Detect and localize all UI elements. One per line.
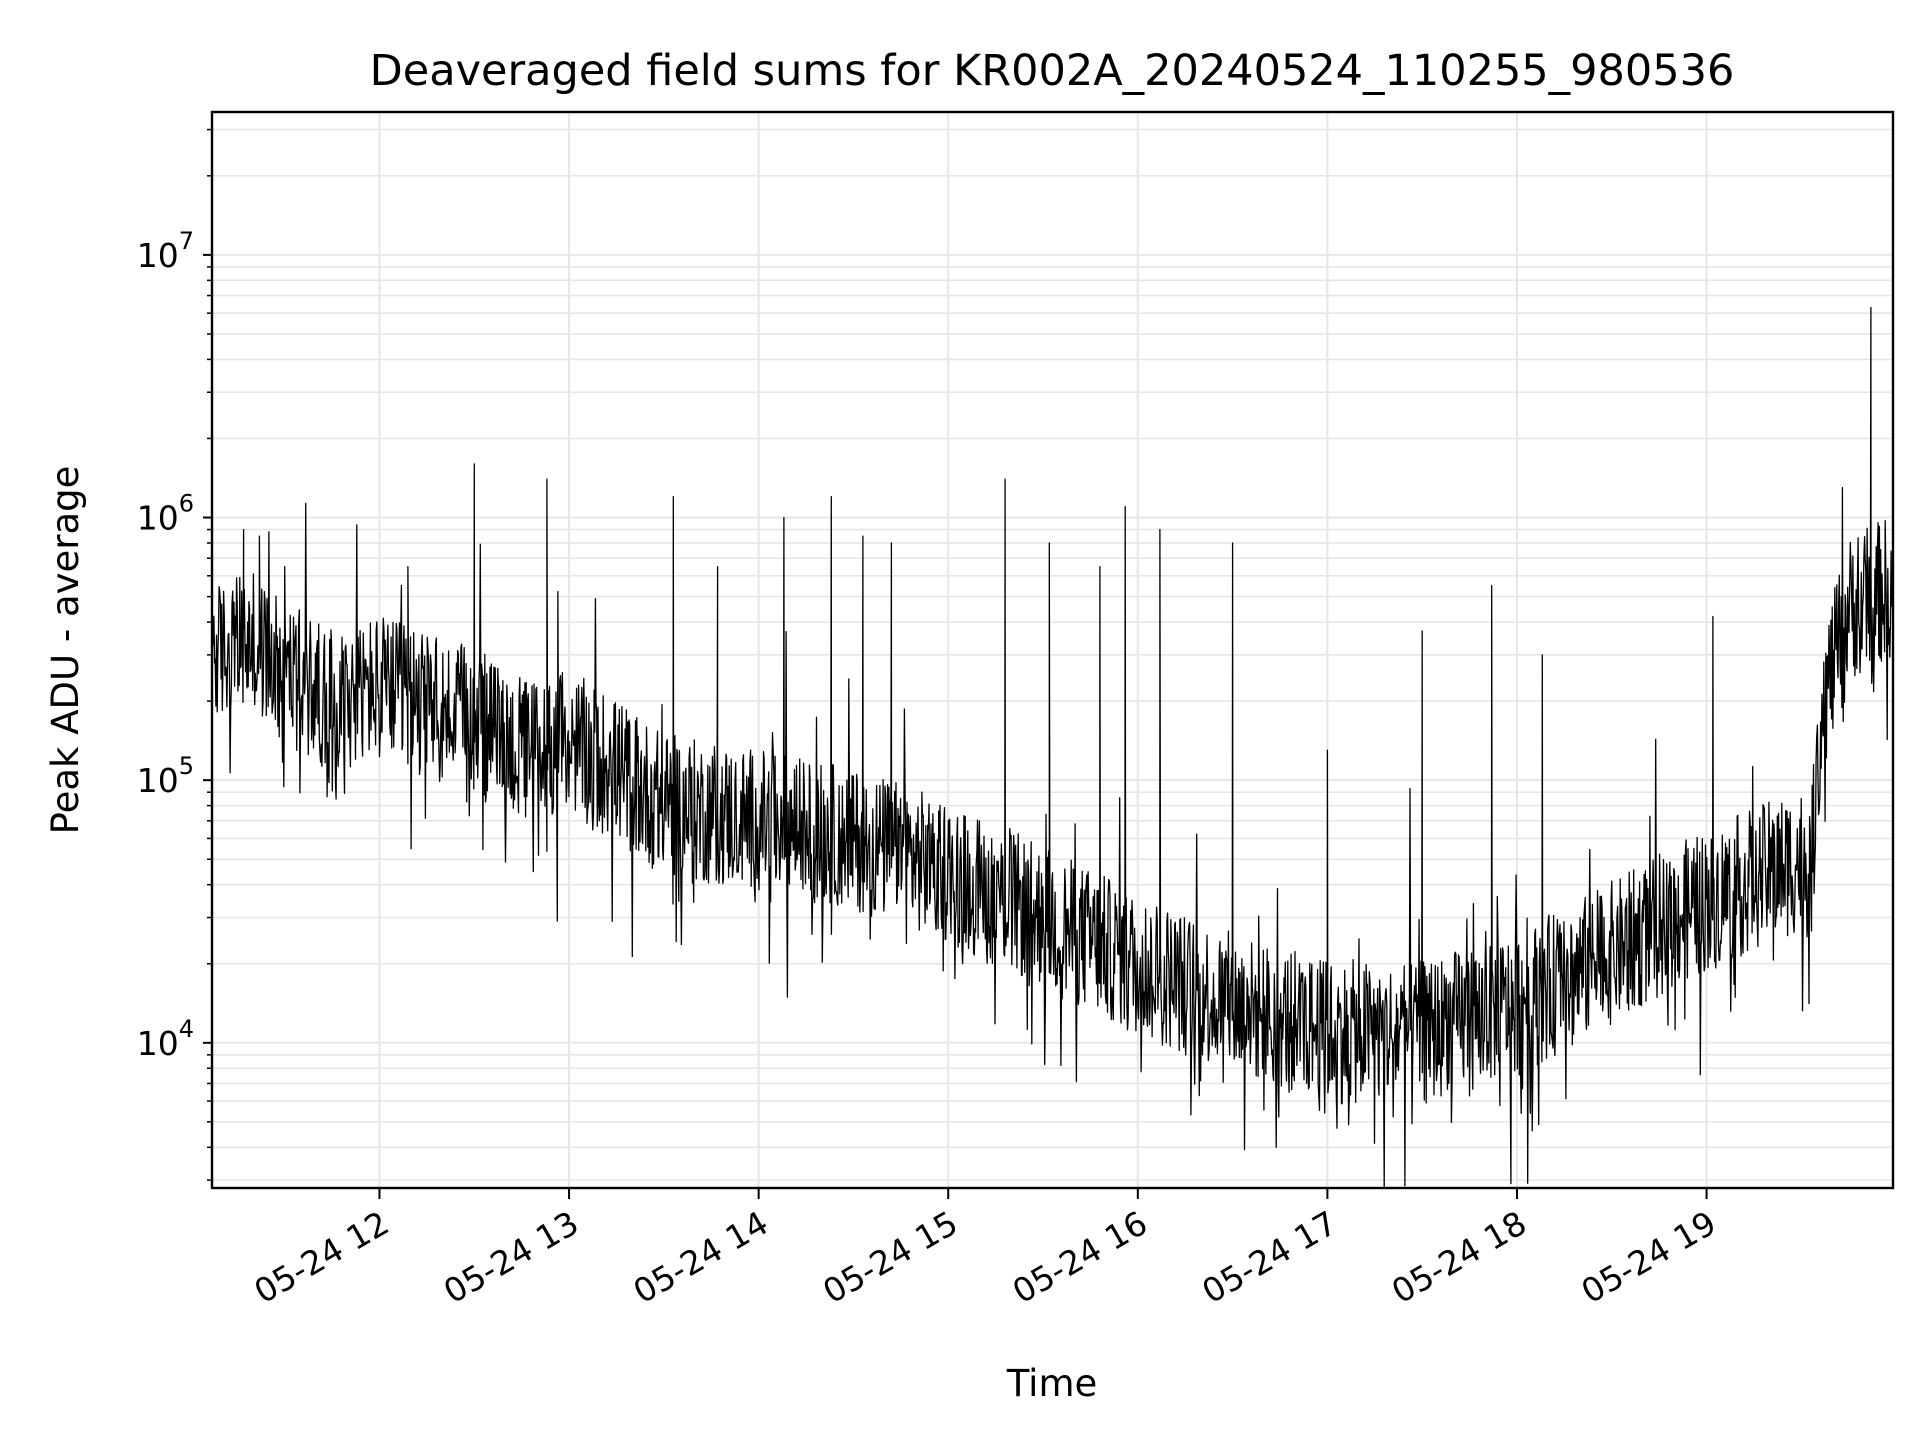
x-tick-label: 05-24 19 [1575,1203,1723,1311]
y-axis-label: Peak ADU - average [44,466,87,835]
x-tick-label: 05-24 17 [1195,1203,1343,1311]
series-line [211,306,1894,1188]
y-tick-label: 107 [137,227,194,275]
x-tick-label: 05-24 13 [437,1203,585,1311]
x-tick-label: 05-24 12 [247,1203,395,1311]
x-tick-label: 05-24 14 [627,1203,775,1311]
chart-grid [212,112,1893,1188]
y-tick-label: 106 [137,490,194,538]
x-axis-label: Time [1006,1362,1098,1405]
x-tick-label: 05-24 16 [1006,1203,1154,1311]
x-tick-label: 05-24 18 [1385,1203,1533,1311]
y-tick-label: 105 [137,752,194,800]
chart-title: Deaveraged field sums for KR002A_2024052… [370,46,1735,96]
x-tick-label: 05-24 15 [816,1203,964,1311]
chart-series [211,306,1894,1188]
plot-frame [210,110,1895,1190]
y-tick-label: 104 [137,1015,194,1063]
